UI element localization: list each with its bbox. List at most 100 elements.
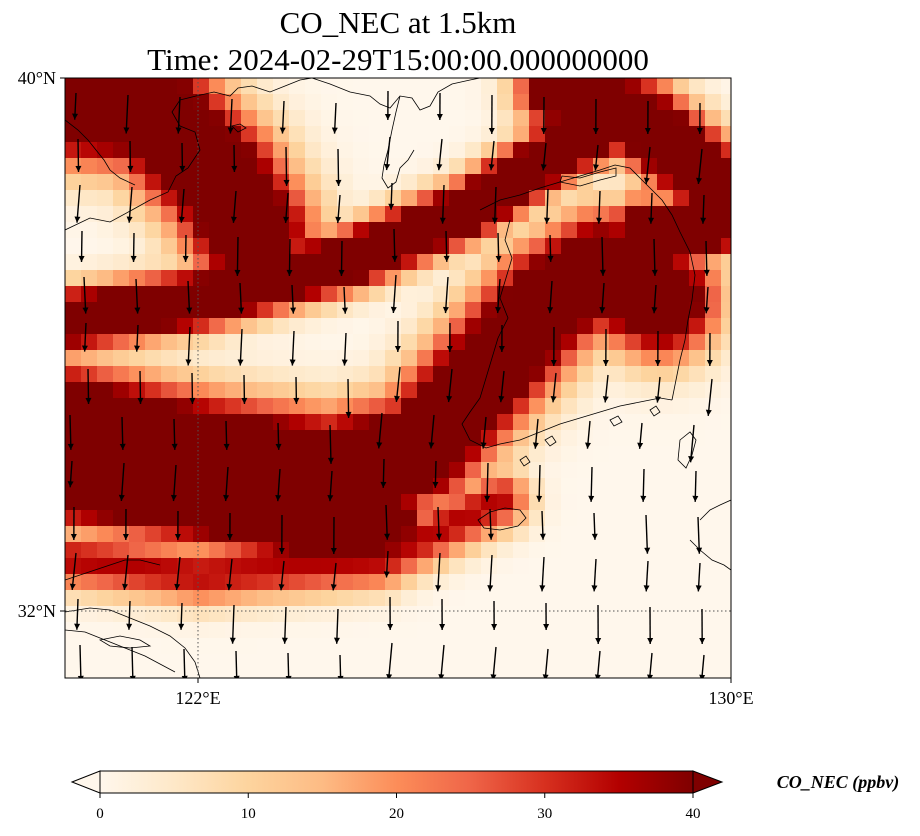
field-cell — [193, 334, 210, 351]
field-cell — [481, 414, 498, 431]
field-cell — [209, 366, 226, 383]
field-cell — [337, 254, 354, 271]
field-cell — [209, 446, 226, 463]
field-cell — [337, 590, 354, 607]
korea-island-2 — [609, 415, 623, 427]
field-cell — [689, 286, 706, 303]
field-cell — [481, 478, 498, 495]
field-cell — [353, 350, 370, 367]
field-cell — [353, 414, 370, 431]
field-cell — [673, 414, 690, 431]
field-cell — [513, 334, 530, 351]
field-cell — [193, 430, 210, 447]
field-cell — [353, 142, 370, 159]
field-cell — [209, 398, 226, 415]
field-cell — [145, 638, 162, 655]
field-cell — [465, 222, 482, 239]
field-cell — [529, 654, 546, 671]
field-cell — [577, 302, 594, 319]
field-cell — [65, 590, 82, 607]
wind-arrow — [278, 514, 285, 554]
field-cell — [545, 286, 562, 303]
field-cell — [721, 670, 731, 678]
field-cell — [401, 430, 418, 447]
field-cell — [705, 126, 722, 143]
wind-arrow — [644, 514, 651, 554]
field-cell — [561, 654, 578, 671]
field-cell — [577, 222, 594, 239]
field-cell — [657, 190, 674, 207]
field-cell — [561, 558, 578, 575]
field-cell — [433, 158, 450, 175]
wind-arrow — [547, 234, 554, 262]
field-cell — [81, 302, 98, 319]
field-cell — [321, 654, 338, 671]
field-cell — [65, 94, 82, 111]
field-cell — [161, 542, 178, 559]
field-cell — [241, 286, 258, 303]
field-cell — [433, 190, 450, 207]
field-cell — [321, 254, 338, 271]
field-cell — [97, 190, 114, 207]
field-cell — [225, 366, 242, 383]
field-cell — [449, 526, 466, 543]
field-cell — [177, 510, 194, 527]
wind-arrow — [643, 560, 650, 592]
field-cell — [273, 222, 290, 239]
field-cell — [609, 478, 626, 495]
field-cell — [721, 462, 731, 479]
field-cell — [257, 78, 274, 95]
field-cell — [273, 254, 290, 271]
field-cell — [209, 126, 226, 143]
field-cell — [609, 382, 626, 399]
field-cell — [289, 462, 306, 479]
field-cell — [81, 446, 98, 463]
field-cell — [561, 350, 578, 367]
field-cell — [641, 526, 658, 543]
field-cell — [337, 670, 354, 678]
field-cell — [449, 366, 466, 383]
field-cell — [305, 622, 322, 639]
wind-arrow — [238, 282, 245, 314]
wind-arrow — [341, 286, 348, 314]
field-cell — [225, 590, 242, 607]
field-cell — [369, 238, 386, 255]
field-cell — [593, 510, 610, 527]
field-cell — [465, 94, 482, 111]
field-cell — [193, 302, 210, 319]
field-cell — [625, 238, 642, 255]
field-cell — [161, 446, 178, 463]
wind-arrow — [82, 276, 89, 314]
field-cell — [529, 254, 546, 271]
field-cell — [529, 238, 546, 255]
field-cell — [145, 494, 162, 511]
map-frame — [64, 77, 732, 679]
field-cell — [705, 606, 722, 623]
field-cell — [593, 462, 610, 479]
field-cell — [337, 190, 354, 207]
field-cell — [225, 654, 242, 671]
field-cell — [257, 510, 274, 527]
field-cell — [385, 222, 402, 239]
wind-arrow — [384, 136, 391, 171]
wind-arrow — [435, 552, 442, 592]
field-cell — [369, 206, 386, 223]
field-cell — [289, 350, 306, 367]
field-cell — [273, 190, 290, 207]
field-cell — [417, 638, 434, 655]
field-cell — [145, 510, 162, 527]
wind-arrow — [439, 184, 446, 224]
field-cell — [145, 654, 162, 671]
field-cell — [609, 334, 626, 351]
coastline-kyushu — [689, 539, 731, 571]
field-cell — [145, 366, 162, 383]
field-cell — [593, 174, 610, 191]
wind-arrow — [703, 240, 710, 276]
field-cell — [673, 398, 690, 415]
field-cell — [577, 526, 594, 543]
field-cell — [289, 446, 306, 463]
field-cell — [321, 398, 338, 415]
field-cell — [81, 542, 98, 559]
field-cell — [561, 318, 578, 335]
field-cell — [337, 510, 354, 527]
